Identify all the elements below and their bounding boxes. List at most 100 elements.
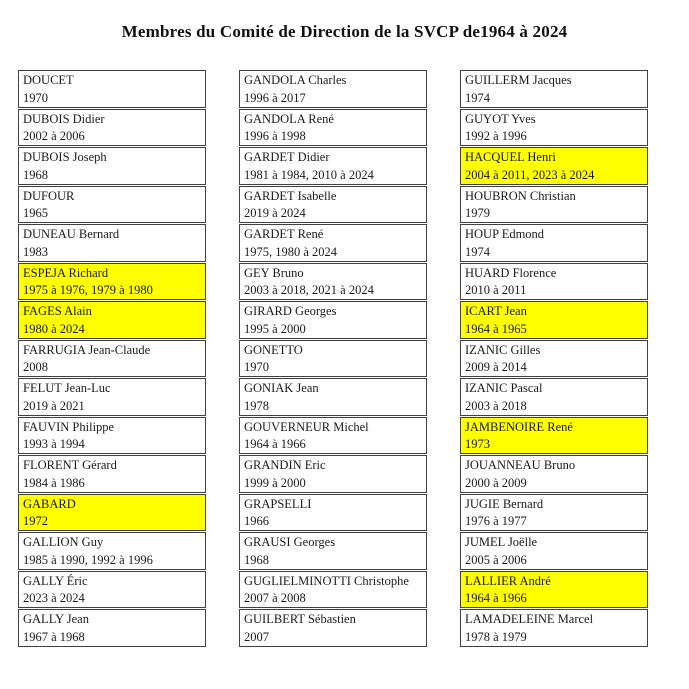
member-cell: DUBOIS Didier 2002 à 2006: [18, 108, 206, 146]
member-name: GIRARD Georges: [244, 304, 337, 318]
member-cell: FLORENT Gérard 1984 à 1986: [18, 455, 206, 493]
member-cell: GALLY Jean 1967 à 1968: [18, 609, 206, 647]
member-cell: GUGLIELMINOTTI Christophe 2007 à 2008: [239, 570, 427, 608]
member-cell: JAMBENOIRE René 1973: [460, 416, 648, 454]
member-name: LAMADELEINE Marcel: [465, 612, 594, 626]
member-name: DUBOIS Joseph: [23, 150, 107, 164]
member-cell: FAGES Alain 1980 à 2024: [18, 301, 206, 339]
member-name: GRAUSI Georges: [244, 535, 336, 549]
member-cell: GOUVERNEUR Michel 1964 à 1966: [239, 416, 427, 454]
member-name: HACQUEL Henri: [465, 150, 556, 164]
member-years: 1999 à 2000: [244, 475, 306, 490]
member-years: 1965: [23, 206, 48, 220]
member-years: 1974: [465, 90, 490, 105]
member-name: ICART Jean: [465, 304, 527, 318]
member-cell: DUBOIS Joseph 1968: [18, 147, 206, 185]
member-name: ESPEJA Richard: [23, 265, 109, 280]
member-years: 1970: [23, 90, 48, 105]
member-name: FAGES Alain: [23, 304, 92, 318]
member-cell: JUMEL Joëlle 2005 à 2006: [460, 532, 648, 570]
member-cell: GANDOLA Charles 1996 à 2017: [239, 70, 427, 108]
member-name: GUYOT Yves: [465, 111, 536, 126]
member-cell: GEY Bruno 2003 à 2018, 2021 à 2024: [239, 262, 427, 300]
member-name: GARDET Isabelle: [244, 188, 337, 203]
member-years: 1978 à 1979: [465, 629, 527, 644]
member-cell: GABARD 1972: [18, 493, 206, 531]
member-years: 2003 à 2018: [465, 398, 527, 413]
member-cell: GRAUSI Georges 1968: [239, 532, 427, 570]
member-table-column-2: GANDOLA Charles 1996 à 2017 GANDOLA René 19…: [239, 70, 427, 648]
member-cell: ESPEJA Richard 1975 à 1976, 1979 à 1980: [18, 262, 206, 300]
member-name: HOUP Edmond: [465, 227, 545, 241]
member-name: JUMEL Joëlle: [465, 535, 538, 549]
member-name: GRANDIN Eric: [244, 458, 326, 472]
member-years: 1992 à 1996: [465, 129, 527, 143]
member-years: 1967 à 1968: [23, 629, 85, 644]
member-years: 2000 à 2009: [465, 475, 527, 490]
member-name: HOUBRON Christian: [465, 188, 576, 203]
member-years: 2010 à 2011: [465, 283, 527, 297]
member-name: FELUT Jean-Luc: [23, 381, 111, 395]
member-cell: DUNEAU Bernard 1983: [18, 224, 206, 262]
member-cell: HOUBRON Christian 1979: [460, 185, 648, 223]
member-name: GANDOLA René: [244, 111, 334, 126]
member-years: 1995 à 2000: [244, 321, 306, 336]
member-table-column-3: GUILLERM Jacques 1974 GUYOT Yves 1992 à 199…: [460, 70, 648, 648]
member-cell: GALLY Éric 2023 à 2024: [18, 570, 206, 608]
member-cell: GARDET Didier 1981 à 1984, 2010 à 2024: [239, 147, 427, 185]
member-years: 2019 à 2024: [244, 206, 306, 220]
member-cell: GALLION Guy 1985 à 1990, 1992 à 1996: [18, 532, 206, 570]
member-name: GABARD: [23, 496, 76, 511]
member-years: 1978: [244, 398, 269, 413]
member-cell: GUILBERT Sébastien 2007: [239, 609, 427, 647]
member-name: GONIAK Jean: [244, 381, 319, 395]
member-name: HUARD Florence: [465, 265, 557, 280]
member-cell: GANDOLA René 1996 à 1998: [239, 108, 427, 146]
member-name: GANDOLA Charles: [244, 73, 347, 87]
member-years: 1964 à 1965: [465, 321, 527, 336]
member-years: 2002 à 2006: [23, 129, 85, 143]
member-cell: FAUVIN Philippe 1993 à 1994: [18, 416, 206, 454]
member-cell: HUARD Florence 2010 à 2011: [460, 262, 648, 300]
member-name: FAUVIN Philippe: [23, 419, 115, 434]
member-years: 1984 à 1986: [23, 475, 85, 490]
member-cell: GONIAK Jean 1978: [239, 378, 427, 416]
member-years: 2007 à 2008: [244, 591, 306, 605]
member-cell: GARDET Isabelle 2019 à 2024: [239, 185, 427, 223]
member-cell: GUYOT Yves 1992 à 1996: [460, 108, 648, 146]
member-cell: ICART Jean 1964 à 1965: [460, 301, 648, 339]
member-years: 1979: [465, 206, 490, 220]
member-cell: GONETTO 1970: [239, 339, 427, 377]
member-years: 1996 à 2017: [244, 90, 306, 105]
member-cell: GRANDIN Eric 1999 à 2000: [239, 455, 427, 493]
member-name: GUILLERM Jacques: [465, 73, 572, 87]
member-years: 1973: [465, 437, 490, 451]
member-name: DUNEAU Bernard: [23, 227, 120, 241]
member-name: GARDET René: [244, 227, 324, 241]
member-years: 2003 à 2018, 2021 à 2024: [244, 283, 374, 297]
member-cell: LAMADELEINE Marcel 1978 à 1979: [460, 609, 648, 647]
member-cell: DOUCET 1970: [18, 70, 206, 108]
member-years: 1964 à 1966: [244, 437, 306, 451]
member-name: DUFOUR: [23, 188, 75, 203]
member-name: JUGIE Bernard: [465, 496, 544, 511]
member-cell: FARRUGIA Jean-Claude 2008: [18, 339, 206, 377]
member-years: 1981 à 1984, 2010 à 2024: [244, 167, 374, 182]
member-years: 2004 à 2011, 2023 à 2024: [465, 167, 595, 182]
member-cell: GIRARD Georges 1995 à 2000: [239, 301, 427, 339]
member-cell: GRAPSELLI 1966: [239, 493, 427, 531]
member-name: FARRUGIA Jean-Claude: [23, 342, 151, 357]
member-name: GALLY Éric: [23, 573, 88, 588]
member-name: GALLY Jean: [23, 612, 89, 626]
member-years: 1968: [244, 552, 269, 567]
member-name: JOUANNEAU Bruno: [465, 458, 576, 472]
member-years: 1970: [244, 360, 269, 374]
member-cell: DUFOUR 1965: [18, 185, 206, 223]
member-name: GUILBERT Sébastien: [244, 612, 356, 626]
member-name: GONETTO: [244, 342, 303, 357]
member-years: 2009 à 2014: [465, 360, 527, 374]
member-cell: IZANIC Pascal 2003 à 2018: [460, 378, 648, 416]
member-years: 1972: [23, 514, 48, 528]
member-years: 1968: [23, 167, 48, 182]
